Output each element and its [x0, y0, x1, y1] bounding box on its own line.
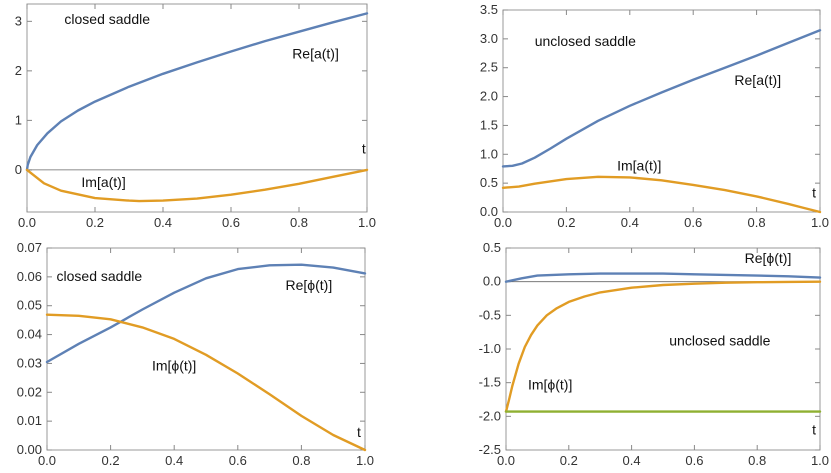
series-line-1 [504, 272, 822, 283]
series-line-2 [45, 313, 367, 452]
annotation-label: Re[a(t)] [292, 45, 339, 61]
plot-frame [502, 9, 821, 213]
x-tick-label: 0.8 [292, 453, 310, 468]
annotation-label: Im[a(t)] [617, 157, 661, 173]
y-tick-label: 0.0 [483, 274, 501, 289]
annotation-label: t [362, 141, 366, 157]
x-tick-label: 1.0 [358, 215, 376, 230]
y-tick-label: 1.5 [480, 117, 498, 132]
y-tick-label: 0.01 [17, 413, 42, 428]
x-tick-label: 1.0 [811, 215, 829, 230]
chart-panel-3: 0.0 0.2 0.4 0.6 0.8 1.0 0.00 0.01 0.02 0.03 0.04 0.… [17, 240, 374, 468]
y-tick-label: 0.0 [480, 204, 498, 219]
chart-panel-1: 0.0 0.2 0.4 0.6 0.8 1.0 0 1 2 3 closed saddle Re[a(… [15, 3, 376, 230]
y-tick-label: 0.03 [17, 355, 42, 370]
y-tick-label: -2.0 [479, 408, 501, 423]
x-tick-label: 0.2 [560, 453, 578, 468]
x-tick-label: 0.6 [222, 215, 240, 230]
y-tick-label: 0.5 [480, 175, 498, 190]
x-tick-label: 0.2 [86, 215, 104, 230]
plot-frame [505, 247, 821, 451]
y-tick-label: 0.05 [17, 298, 42, 313]
x-tick-label: 0.6 [685, 453, 703, 468]
annotation-label: t [812, 185, 816, 201]
series-line-1 [25, 12, 369, 172]
y-tick-label: 2 [15, 63, 22, 78]
annotation-label: Re[ϕ(t)] [286, 277, 333, 293]
y-tick-label: 2.5 [480, 60, 498, 75]
annotation-label: Im[a(t)] [81, 174, 125, 190]
x-tick-label: 0.4 [623, 453, 641, 468]
x-tick-label: 0.8 [748, 215, 766, 230]
y-tick-label: -1.0 [479, 341, 501, 356]
y-tick-label: 2.0 [480, 89, 498, 104]
series-line-2 [504, 280, 822, 413]
x-tick-label: 0.6 [229, 453, 247, 468]
annotation-label: t [357, 424, 361, 440]
y-tick-label: 0.5 [483, 240, 501, 255]
x-tick-label: 0.0 [38, 453, 56, 468]
series-line-2 [501, 175, 822, 214]
chart-panel-4: 0.0 0.2 0.4 0.6 0.8 1.0 -2.5 -2.0 -1.5 -1.0 -0.5 0.… [479, 240, 829, 468]
x-tick-label: 1.0 [811, 453, 829, 468]
y-tick-label: 0.00 [17, 442, 42, 457]
y-tick-label: -0.5 [479, 307, 501, 322]
annotation-label: Im[ϕ(t)] [152, 358, 196, 374]
x-tick-label: 0.0 [18, 215, 36, 230]
annotation-label: closed saddle [64, 11, 150, 27]
x-tick-label: 0.4 [621, 215, 639, 230]
y-tick-label: 1 [15, 112, 22, 127]
y-tick-label: 0 [15, 162, 22, 177]
x-tick-label: 0.2 [557, 215, 575, 230]
annotation-label: t [812, 422, 816, 438]
y-tick-label: -2.5 [479, 442, 501, 457]
plot-frame [46, 247, 366, 451]
series-line-2 [25, 168, 369, 203]
x-tick-label: 1.0 [356, 453, 374, 468]
y-tick-label: 1.0 [480, 146, 498, 161]
annotation-label: closed saddle [57, 268, 143, 284]
annotation-label: unclosed saddle [535, 33, 636, 49]
x-tick-label: 0.4 [154, 215, 172, 230]
series-line-1 [45, 263, 367, 364]
annotation-label: Re[a(t)] [734, 72, 781, 88]
y-tick-label: 0.02 [17, 384, 42, 399]
y-tick-label: 0.07 [17, 240, 42, 255]
y-tick-label: 3.5 [480, 2, 498, 17]
x-tick-label: 0.2 [102, 453, 120, 468]
y-tick-label: 3 [15, 13, 22, 28]
series-line-1 [501, 29, 822, 168]
x-tick-label: 0.8 [748, 453, 766, 468]
x-tick-label: 0.6 [684, 215, 702, 230]
x-tick-label: 0.0 [494, 215, 512, 230]
annotation-label: unclosed saddle [669, 333, 770, 349]
annotation-label: Re[ϕ(t)] [745, 250, 792, 266]
chart-panel-2: 0.0 0.2 0.4 0.6 0.8 1.0 0.0 0.5 1.0 1.5 2.0 2.5 3.0 3… [480, 2, 829, 230]
x-tick-label: 0.8 [290, 215, 308, 230]
y-tick-label: 0.04 [17, 327, 42, 342]
y-tick-label: 3.0 [480, 31, 498, 46]
x-tick-label: 0.0 [497, 453, 515, 468]
y-tick-label: 0.06 [17, 269, 42, 284]
plot-frame [26, 3, 368, 213]
y-tick-label: -1.5 [479, 375, 501, 390]
x-tick-label: 0.4 [165, 453, 183, 468]
annotation-label: Im[ϕ(t)] [528, 376, 572, 392]
